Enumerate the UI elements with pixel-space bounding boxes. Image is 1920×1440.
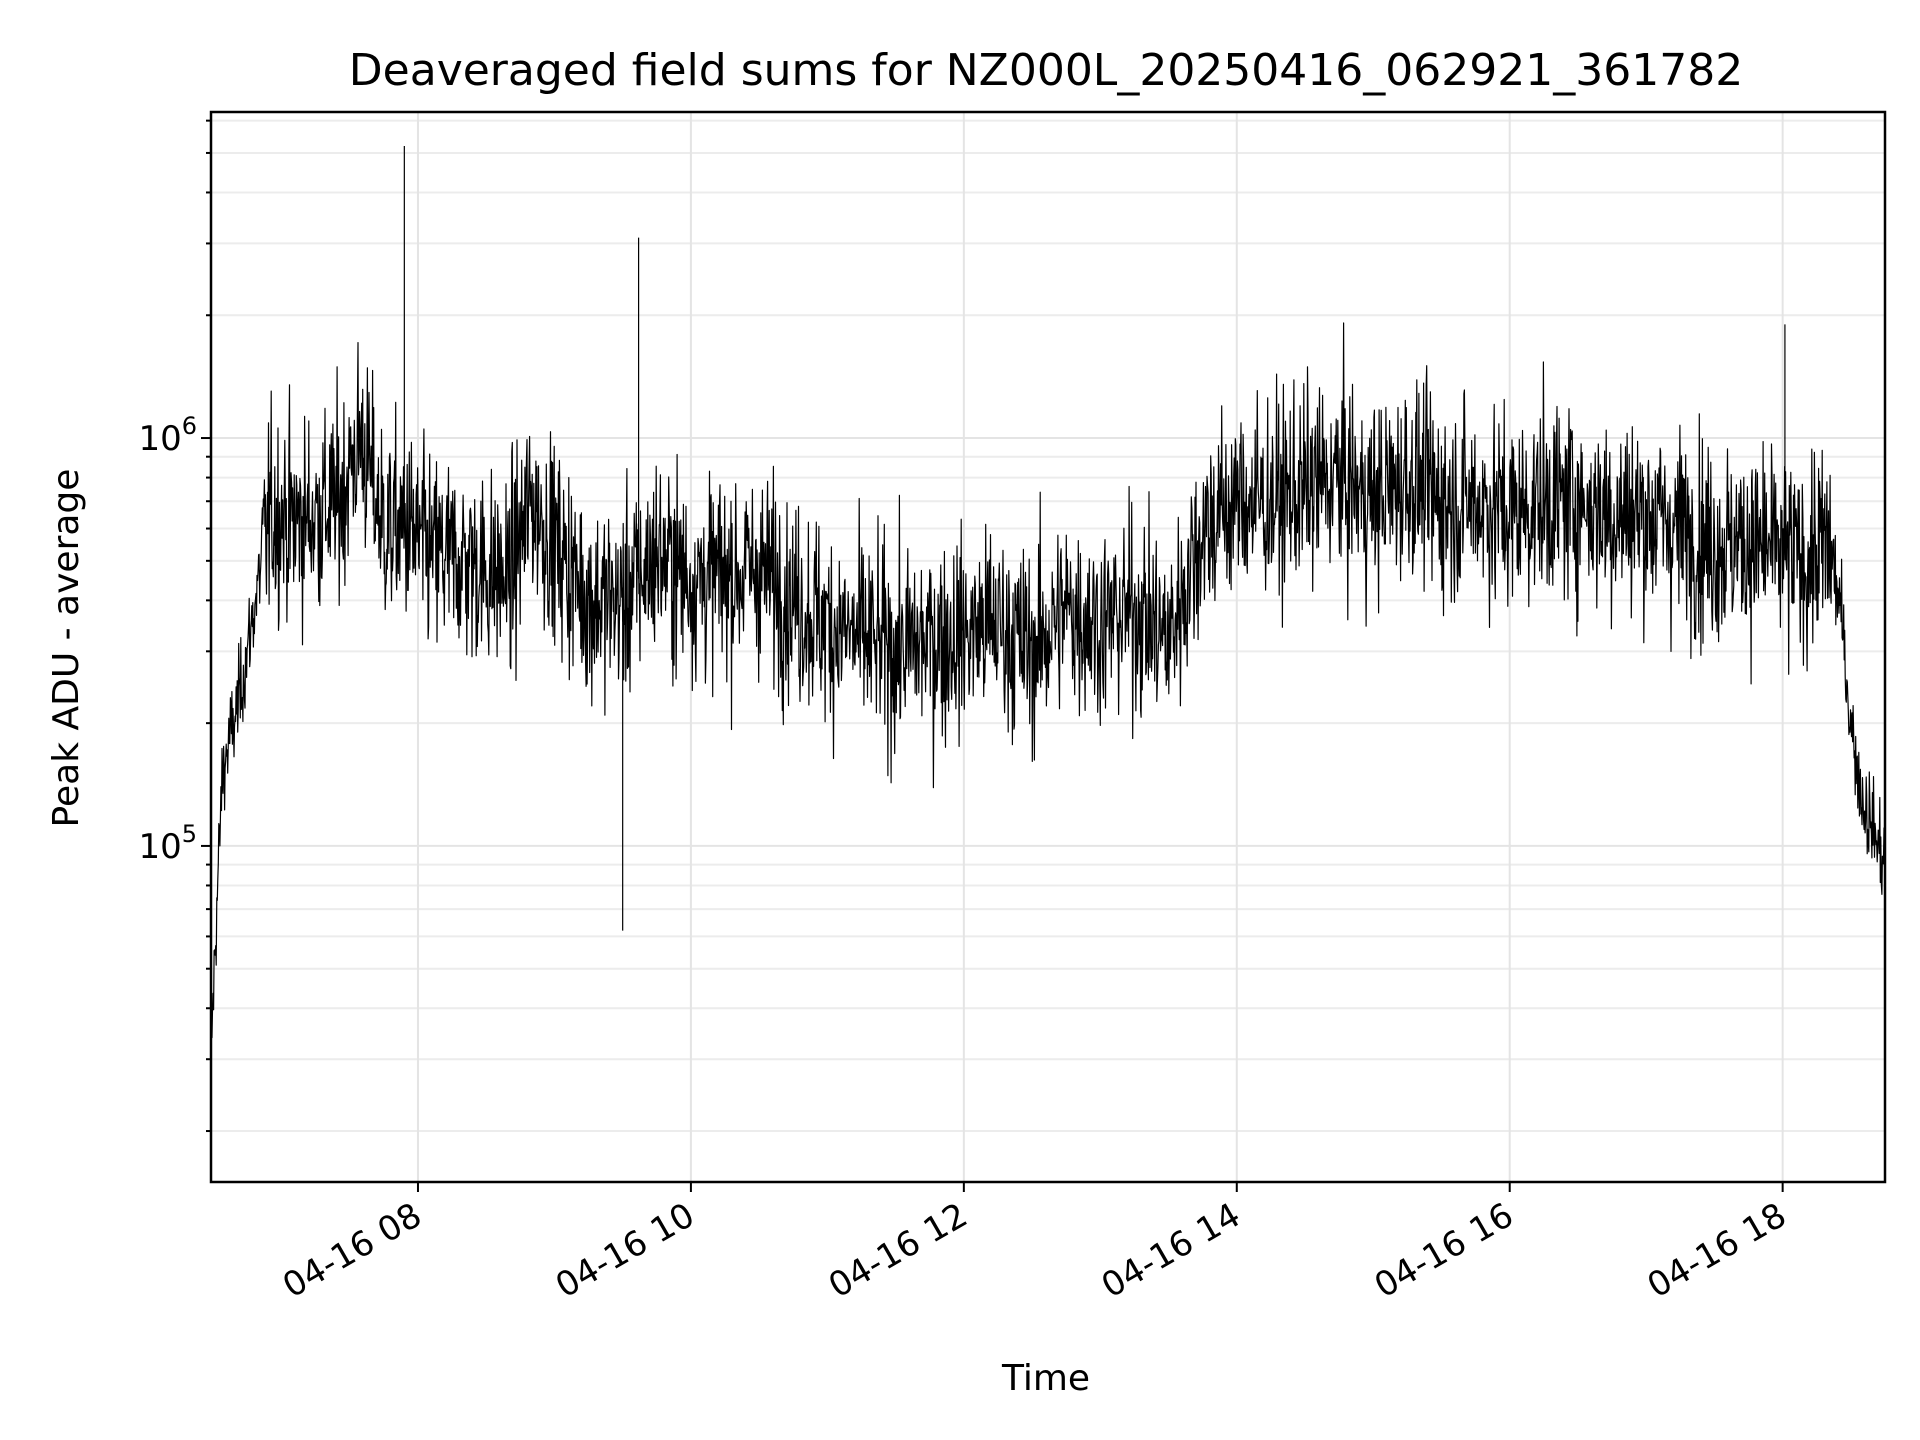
- y-tick-exponent: 6: [182, 412, 197, 440]
- plot-frame: [209, 110, 1887, 1184]
- series-line: [210, 322, 1886, 1039]
- x-axis-label: Time: [1001, 1358, 1090, 1399]
- y-tick-base: 10: [138, 419, 181, 459]
- series-group: [210, 145, 1886, 1039]
- x-tick-label: 04-16 16: [1368, 1195, 1520, 1306]
- y-tick-label: 105: [138, 820, 197, 867]
- x-axis: 04-16 08 04-16 10 04-16 12 04-16 14 04-16 16…: [276, 1182, 1793, 1306]
- y-tick-exponent: 5: [182, 820, 197, 848]
- chart-title: Deaveraged field sums for NZ000L_2025041…: [349, 45, 1743, 96]
- x-tick-label: 04-16 08: [276, 1195, 428, 1306]
- y-tick-base: 10: [138, 827, 181, 867]
- x-tick-label: 04-16 12: [822, 1195, 974, 1306]
- x-tick-label: 04-16 10: [549, 1195, 701, 1306]
- y-tick-label: 106: [138, 412, 197, 459]
- x-tick-label: 04-16 18: [1641, 1195, 1793, 1306]
- y-axis-label: Peak ADU - average: [46, 469, 87, 828]
- x-tick-label: 04-16 14: [1095, 1195, 1247, 1306]
